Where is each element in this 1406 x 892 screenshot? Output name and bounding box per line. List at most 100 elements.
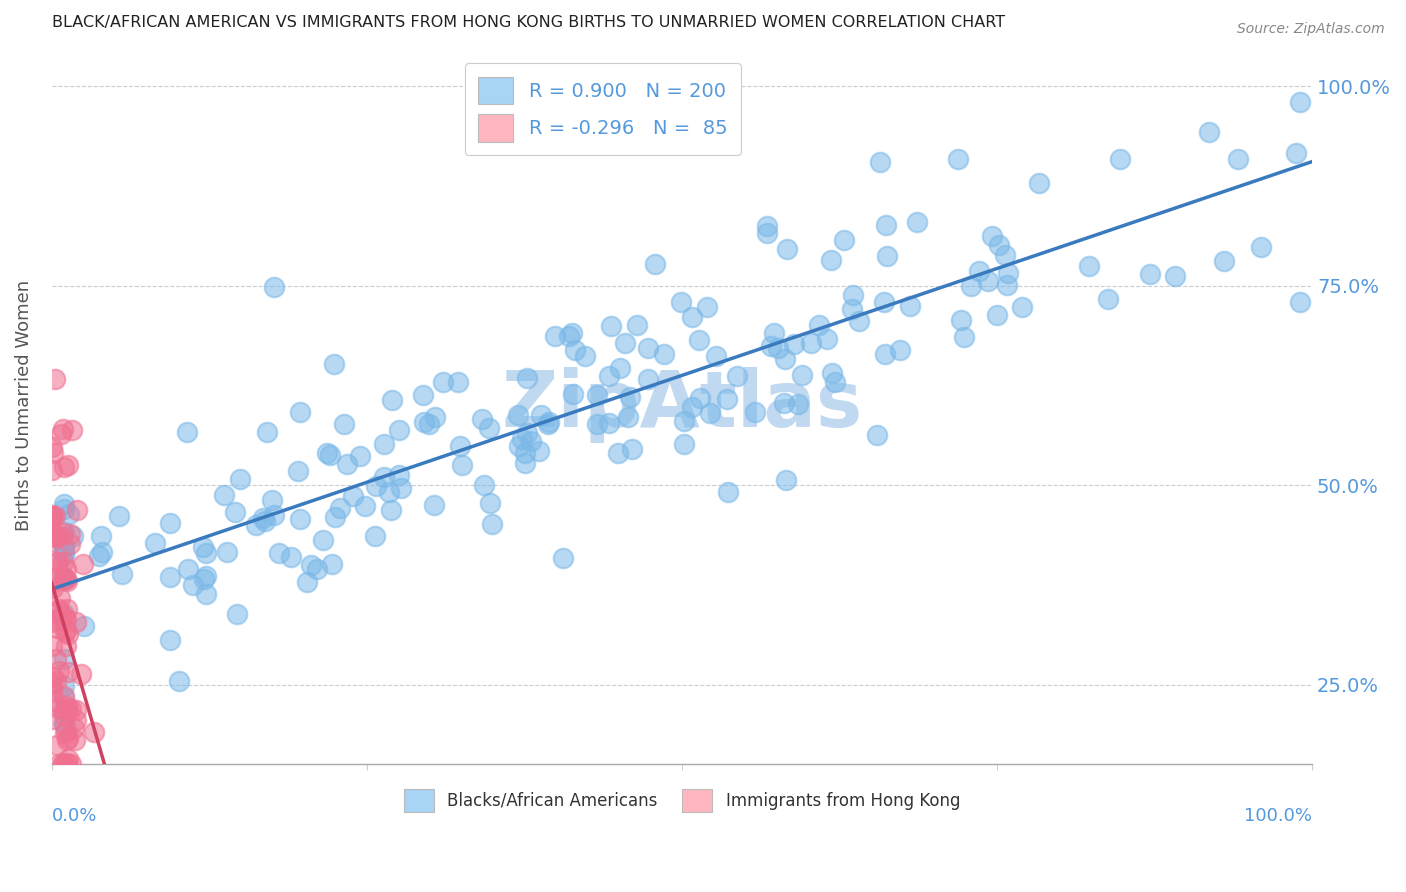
Point [574, 349, 596, 363]
Point [875, 218, 897, 232]
Point [58, 507, 80, 521]
Point [756, 226, 779, 240]
Point [561, 326, 583, 340]
Point [41, 462, 63, 476]
Point [725, 368, 748, 383]
Point [1285, 145, 1308, 160]
Point [994, 248, 1017, 262]
Point [537, 415, 560, 429]
Point [389, 481, 412, 495]
Point [598, 369, 620, 384]
Point [53, 539, 76, 553]
Point [108, 509, 131, 524]
Point [212, 488, 235, 502]
Point [183, 578, 205, 592]
Point [620, 442, 643, 456]
Point [91, 545, 114, 559]
Point [51, 757, 73, 772]
Point [48, 757, 70, 772]
Point [848, 314, 870, 328]
Point [145, 536, 167, 550]
Point [1077, 260, 1099, 274]
Point [53, 704, 76, 718]
Point [432, 375, 454, 389]
Point [46, 556, 69, 570]
Point [51, 608, 73, 623]
Point [544, 328, 567, 343]
Point [263, 279, 285, 293]
Point [52, 690, 75, 704]
Point [515, 426, 537, 441]
Point [290, 511, 312, 525]
Point [53, 610, 76, 624]
Point [873, 295, 896, 310]
Point [56, 703, 79, 717]
Point [1213, 253, 1236, 268]
Point [52, 525, 75, 540]
Point [41, 510, 63, 524]
Point [263, 508, 285, 523]
Point [824, 375, 846, 389]
Point [53, 540, 76, 554]
Point [449, 439, 471, 453]
Point [995, 277, 1018, 292]
Point [44, 371, 66, 385]
Point [832, 233, 855, 247]
Point [53, 679, 76, 693]
Point [564, 343, 586, 358]
Point [83, 724, 105, 739]
Point [41, 581, 63, 595]
Point [986, 308, 1008, 322]
Point [253, 514, 276, 528]
Point [41, 508, 63, 523]
Point [69, 666, 91, 681]
Point [90, 529, 112, 543]
Point [65, 713, 87, 727]
Point [45, 652, 67, 666]
Point [65, 615, 87, 629]
Point [688, 334, 710, 348]
Point [768, 341, 790, 355]
Point [73, 619, 96, 633]
Point [177, 561, 200, 575]
Point [755, 219, 778, 233]
Point [194, 569, 217, 583]
Point [44, 694, 66, 708]
Point [159, 633, 181, 648]
Point [423, 498, 446, 512]
Point [512, 432, 534, 446]
Point [349, 449, 371, 463]
Point [56, 601, 79, 615]
Point [562, 387, 585, 401]
Point [616, 410, 638, 425]
Point [55, 624, 77, 639]
Point [423, 410, 446, 425]
Point [1011, 300, 1033, 314]
Point [58, 537, 80, 551]
Point [717, 484, 740, 499]
Y-axis label: Births to Unmarried Women: Births to Unmarried Women [15, 280, 32, 531]
Point [609, 360, 631, 375]
Point [41, 508, 63, 523]
Point [41, 677, 63, 691]
Point [267, 546, 290, 560]
Point [59, 701, 82, 715]
Point [988, 238, 1011, 252]
Point [773, 351, 796, 366]
Point [673, 437, 696, 451]
Point [53, 573, 76, 587]
Point [53, 502, 76, 516]
Point [364, 479, 387, 493]
Point [58, 626, 80, 640]
Point [807, 318, 830, 332]
Point [311, 533, 333, 547]
Point [45, 555, 67, 569]
Point [159, 516, 181, 530]
Point [48, 602, 70, 616]
Point [41, 575, 63, 590]
Point [252, 510, 274, 524]
Point [55, 698, 77, 713]
Point [1097, 292, 1119, 306]
Point [56, 733, 79, 747]
Point [87, 549, 110, 563]
